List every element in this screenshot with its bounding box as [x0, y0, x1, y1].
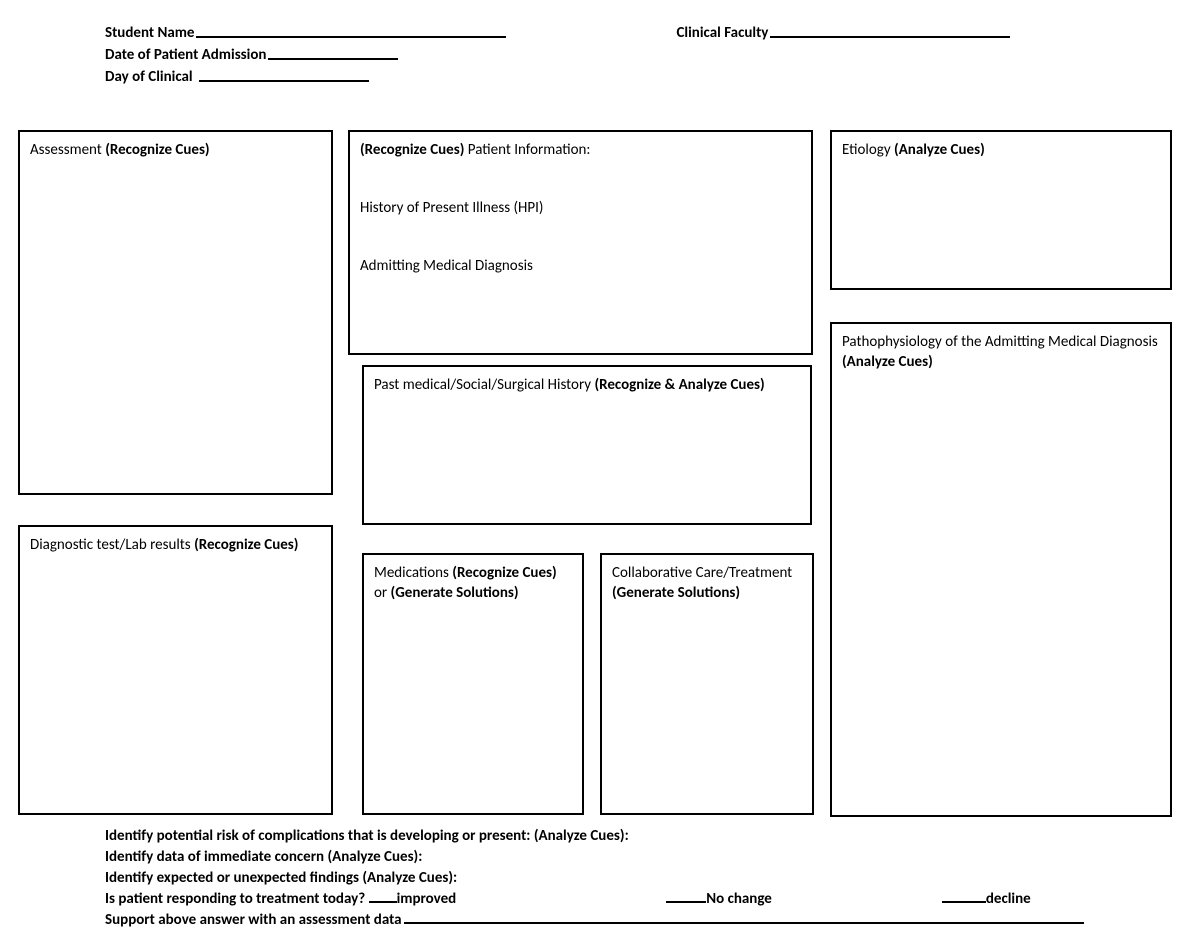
footer-questions: Identify potential risk of complications…	[105, 826, 1165, 931]
diagnostic-text: Diagnostic test/Lab results	[30, 536, 194, 554]
footer-l5-text: Support above answer with an assessment …	[105, 911, 402, 929]
decline-blank[interactable]	[942, 889, 986, 903]
patient-info-cue: (Recognize Cues)	[360, 141, 464, 159]
decline-label: decline	[986, 890, 1031, 908]
day-clinical-blank[interactable]	[199, 66, 369, 82]
admitting-dx-label: Admitting Medical Diagnosis	[360, 256, 801, 276]
medications-cue1: (Recognize Cues)	[452, 564, 556, 582]
student-name-label: Student Name	[105, 22, 194, 44]
etiology-text: Etiology	[842, 141, 894, 159]
footer-l3: Identify expected or unexpected findings…	[105, 868, 1165, 889]
etiology-cue: (Analyze Cues)	[894, 141, 985, 159]
medications-line1: Medications (Recognize Cues)	[374, 563, 572, 583]
nochange-blank[interactable]	[666, 889, 706, 903]
collab-box[interactable]: Collaborative Care/Treatment (Generate S…	[600, 553, 814, 815]
pathophys-text: Pathophysiology of the Admitting Medical…	[842, 333, 1158, 351]
footer-l4-q: Is patient responding to treatment today…	[105, 890, 369, 908]
day-clinical-label: Day of Clinical	[105, 66, 193, 88]
header-block: Student Name Clinical Faculty Date of Pa…	[105, 22, 1105, 88]
footer-l1: Identify potential risk of complications…	[105, 826, 1165, 847]
clinical-faculty-label: Clinical Faculty	[676, 22, 768, 44]
etiology-box[interactable]: Etiology (Analyze Cues)	[830, 130, 1172, 290]
collab-cue: (Generate Solutions)	[612, 583, 802, 603]
collab-line1: Collaborative Care/Treatment	[612, 563, 802, 583]
clinical-worksheet-page: Student Name Clinical Faculty Date of Pa…	[0, 0, 1200, 927]
header-row-2: Date of Patient Admission	[105, 44, 1105, 66]
clinical-faculty-blank[interactable]	[770, 22, 1010, 38]
footer-l2: Identify data of immediate concern (Anal…	[105, 847, 1165, 868]
footer-l5: Support above answer with an assessment …	[105, 910, 1165, 931]
medications-line2: or (Generate Solutions)	[374, 583, 572, 603]
medications-box[interactable]: Medications (Recognize Cues) or (Generat…	[362, 553, 584, 815]
pmh-box[interactable]: Past medical/Social/Surgical History (Re…	[362, 365, 812, 525]
diagnostic-box[interactable]: Diagnostic test/Lab results (Recognize C…	[18, 525, 333, 815]
pathophys-cue: (Analyze Cues)	[842, 353, 933, 371]
assessment-box[interactable]: Assessment (Recognize Cues)	[18, 130, 333, 495]
pathophys-box[interactable]: Pathophysiology of the Admitting Medical…	[830, 322, 1172, 817]
date-admission-label: Date of Patient Admission	[105, 44, 266, 66]
header-row-1: Student Name Clinical Faculty	[105, 22, 1105, 44]
patient-info-box[interactable]: (Recognize Cues) Patient Information: Hi…	[348, 130, 813, 355]
assessment-text: Assessment	[30, 141, 105, 159]
diagnostic-cue: (Recognize Cues)	[194, 536, 298, 554]
pmh-cue: (Recognize & Analyze Cues)	[594, 376, 764, 394]
nochange-label: No change	[706, 890, 772, 908]
footer-l4: Is patient responding to treatment today…	[105, 889, 1165, 910]
patient-info-text: Patient Information:	[464, 141, 590, 159]
medications-text: Medications	[374, 564, 452, 582]
header-row-3: Day of Clinical	[105, 66, 1105, 88]
medications-or: or	[374, 584, 391, 602]
medications-cue2: (Generate Solutions)	[391, 584, 519, 602]
assessment-cue: (Recognize Cues)	[105, 141, 209, 159]
pmh-text: Past medical/Social/Surgical History	[374, 376, 594, 394]
improved-blank[interactable]	[369, 889, 397, 903]
date-admission-blank[interactable]	[268, 44, 398, 60]
improved-label: improved	[397, 890, 457, 908]
hpi-label: History of Present Illness (HPI)	[360, 198, 801, 218]
student-name-blank[interactable]	[196, 22, 506, 38]
patient-info-line1: (Recognize Cues) Patient Information:	[360, 140, 801, 160]
support-blank[interactable]	[404, 910, 1084, 924]
